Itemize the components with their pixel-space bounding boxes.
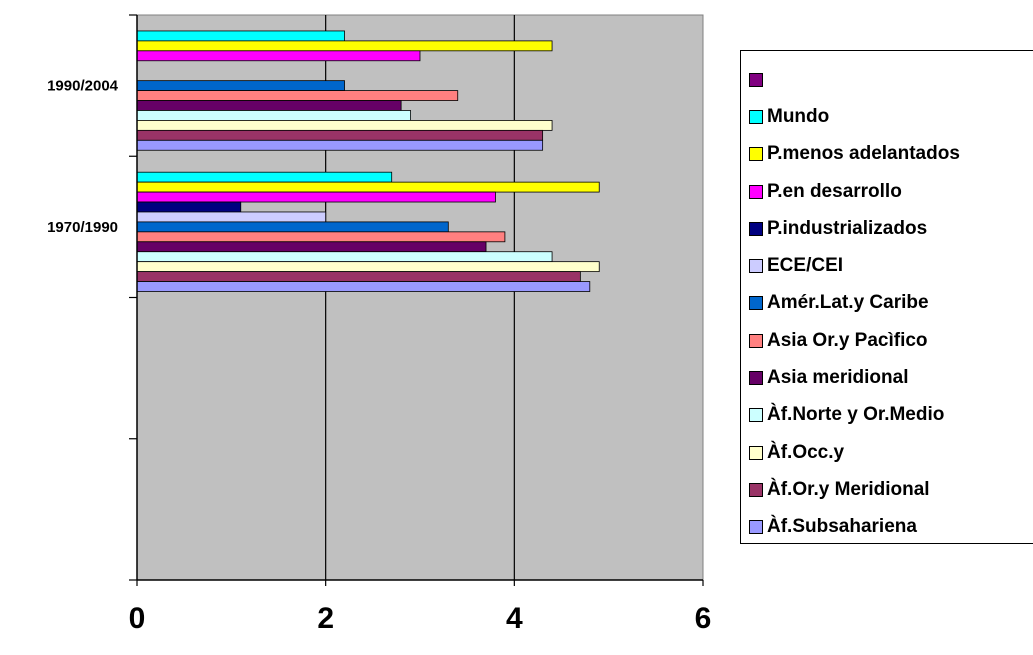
bar <box>136 30 345 42</box>
bar <box>136 129 544 141</box>
legend-item <box>749 61 1033 98</box>
legend-swatch <box>749 147 763 162</box>
bar <box>136 139 544 151</box>
bar <box>136 90 459 101</box>
legend-swatch <box>749 445 763 460</box>
legend-label: Asia Or.y Pacìfico <box>767 329 928 351</box>
legend-label: Mundo <box>767 105 830 127</box>
y-tick-label: 1970/1990 <box>47 219 118 236</box>
legend-swatch <box>749 408 763 423</box>
legend-label: Àf.Norte y Or.Medio <box>767 404 945 426</box>
legend-label: P.menos adelantados <box>767 143 960 165</box>
legend-item: Asia Or.y Pacìfico <box>749 322 1033 359</box>
legend-swatch <box>749 184 763 199</box>
legend-item: Àf.Or.y Meridional <box>749 471 1033 508</box>
bar <box>136 211 327 223</box>
x-tick-label: 6 <box>695 602 712 635</box>
legend-label: Asia meridional <box>767 367 909 389</box>
x-tick-label: 2 <box>317 602 334 635</box>
bar <box>136 221 449 233</box>
bar <box>136 231 506 243</box>
legend: Mundo P.menos adelantados P.en desarrollo P… <box>740 50 1033 544</box>
legend-item: P.menos adelantados <box>749 136 1033 173</box>
legend-swatch <box>749 520 763 535</box>
bar <box>136 201 242 213</box>
bar <box>136 171 393 183</box>
bar <box>136 271 581 282</box>
legend-label: ECE/CEI <box>767 255 844 277</box>
bar <box>136 100 402 111</box>
legend-item: Amér.Lat.y Caribe <box>749 285 1033 322</box>
legend-swatch <box>749 109 763 124</box>
legend-item: Mundo <box>749 98 1033 135</box>
legend-label: P.en desarrollo <box>767 180 902 202</box>
bar <box>136 261 600 273</box>
y-tick-label: 1990/2004 <box>47 78 119 95</box>
legend-item: Àf.Occ.y <box>749 434 1033 471</box>
bar <box>136 191 496 203</box>
legend-label: Amér.Lat.y Caribe <box>767 292 929 314</box>
bar <box>136 120 553 131</box>
bar <box>136 80 345 91</box>
legend-label: Àf.Subsahariena <box>767 516 917 538</box>
legend-swatch <box>749 296 763 311</box>
bar <box>136 281 591 292</box>
x-axis-ticks: 0 2 4 6 <box>129 580 712 635</box>
bar <box>136 241 487 253</box>
legend-label: Àf.Or.y Meridional <box>767 478 930 500</box>
legend-item: Asia meridional <box>749 359 1033 396</box>
legend-item: Àf.Norte y Or.Medio <box>749 397 1033 434</box>
legend-label: P.industrializados <box>767 217 928 239</box>
x-tick-label: 4 <box>506 602 523 635</box>
y-axis-ticks: 1990/2004 1970/1990 <box>47 14 137 581</box>
legend-item: Àf.Subsahariena <box>749 509 1033 546</box>
bar <box>136 251 553 263</box>
legend-label: Àf.Occ.y <box>767 441 845 463</box>
legend-swatch <box>749 371 763 386</box>
legend-item: ECE/CEI <box>749 247 1033 284</box>
legend-swatch <box>749 72 763 87</box>
legend-item: P.en desarrollo <box>749 173 1033 210</box>
bar <box>136 110 411 121</box>
legend-swatch <box>749 333 763 348</box>
x-tick-label: 0 <box>129 602 146 635</box>
legend-item: P.industrializados <box>749 210 1033 247</box>
bar <box>136 50 421 62</box>
legend-swatch <box>749 221 763 236</box>
bars <box>136 30 600 292</box>
legend-swatch <box>749 259 763 274</box>
legend-swatch <box>749 482 763 497</box>
bar <box>136 40 553 52</box>
bar <box>136 181 600 193</box>
